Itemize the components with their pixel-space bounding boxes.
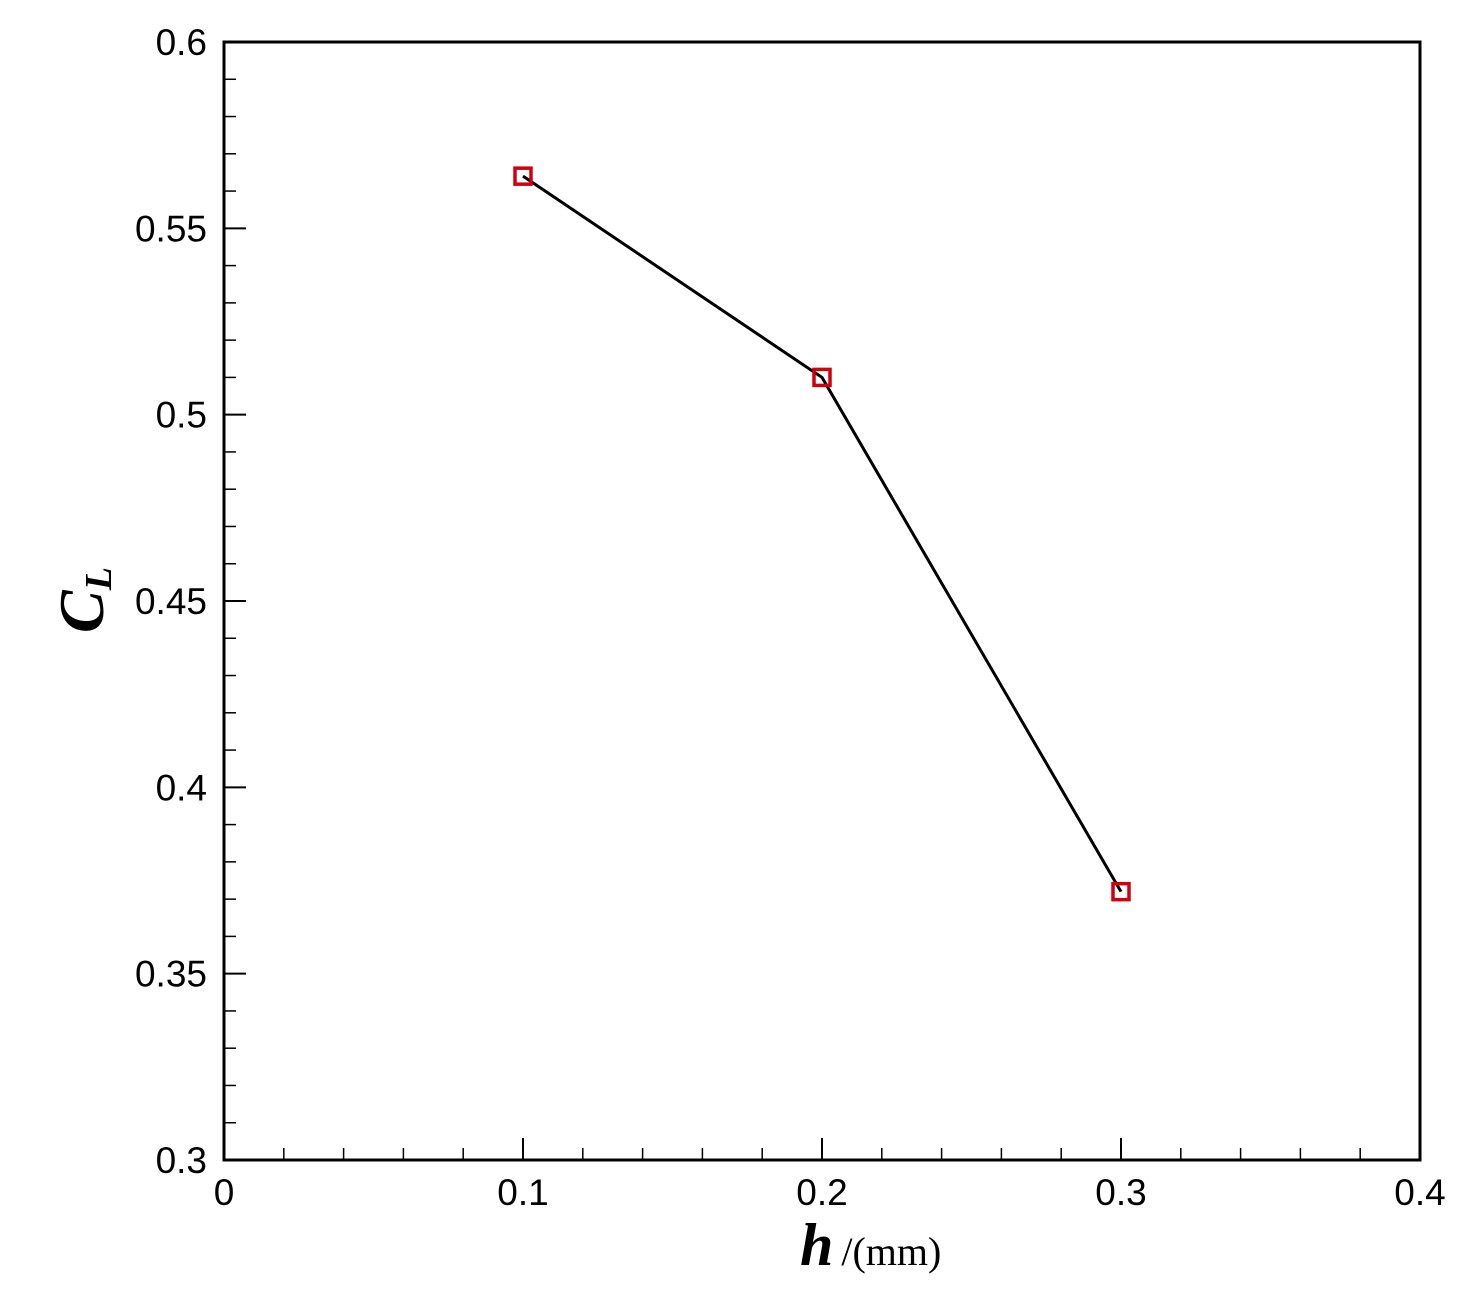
y-tick-label: 0.3 [156,1140,207,1181]
y-tick-label: 0.4 [156,767,207,808]
y-tick-labels: 0.3 0.35 0.4 0.45 0.5 0.55 0.6 [135,22,207,1181]
x-axis-label: h/(mm) [800,1212,941,1278]
y-axis-subscript: L [78,567,120,591]
x-tick-label: 0.2 [796,1172,847,1213]
x-axis-unit: /(mm) [841,1229,941,1274]
data-point-marker [513,166,533,186]
series-line [522,174,1123,893]
data-point-marker [812,367,832,388]
major-ticks [223,41,1421,1161]
plot-frame [222,40,1422,1162]
data-point-marker [1111,881,1131,902]
y-axis-label: CL [46,567,120,633]
x-tick-label: 0.1 [497,1172,548,1213]
x-tick-labels: 0 0.1 0.2 0.3 0.4 [214,1172,1446,1213]
y-tick-label: 0.5 [156,395,207,436]
minor-ticks [224,78,1361,1160]
y-tick-label: 0.45 [135,581,207,622]
y-tick-label: 0.55 [135,208,207,249]
y-tick-label: 0.6 [156,22,207,63]
x-axis-symbol: h [800,1212,833,1278]
x-tick-label: 0.4 [1394,1172,1445,1213]
x-tick-label: 0.3 [1095,1172,1146,1213]
series-layer [513,166,1131,902]
y-axis-symbol: C [46,589,117,633]
y-tick-label: 0.35 [135,954,207,995]
x-tick-label: 0 [214,1172,235,1213]
